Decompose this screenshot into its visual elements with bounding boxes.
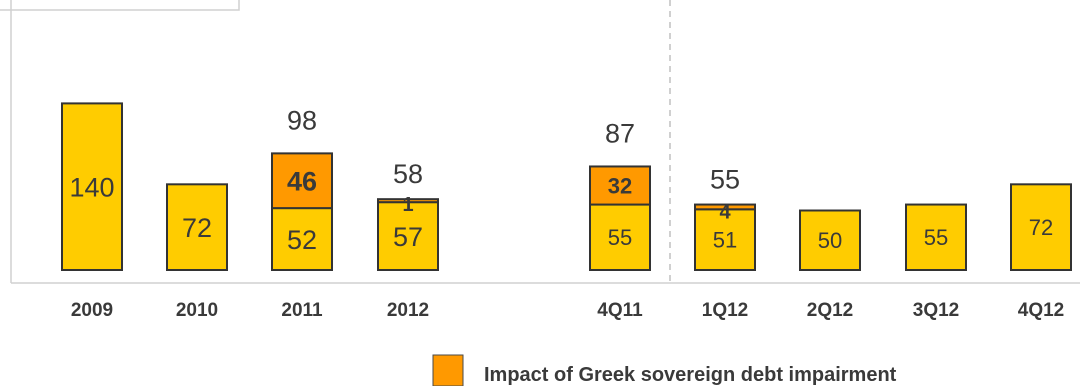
bar-total-2012: 58 (393, 159, 423, 189)
bar-greek-2012 (377, 198, 439, 204)
bar-base-2011 (271, 207, 333, 271)
bar-base-4q12 (1010, 183, 1072, 272)
x-tick-label-1q12: 1Q12 (702, 300, 748, 321)
x-tick-label-4q12: 4Q12 (1018, 300, 1064, 321)
bar-greek-4q11 (589, 165, 651, 206)
legend-label-greek: Impact of Greek sovereign debt impairmen… (484, 364, 897, 386)
x-tick-label-2012: 2012 (387, 300, 429, 321)
bar-label-base-1q12: 51 (713, 228, 737, 253)
bar-total-4q11: 87 (605, 118, 635, 148)
bar-base-2010 (166, 183, 228, 272)
x-tick-label-4q11: 4Q11 (597, 300, 643, 321)
bar-base-3q12 (905, 203, 967, 271)
bar-greek-1q12 (694, 203, 756, 211)
bar-label-greek-1q12: 4 (719, 201, 731, 223)
bar-label-greek-4q11: 32 (608, 173, 632, 198)
top-left-box (0, 0, 240, 11)
bar-label-base-2009: 140 (69, 172, 114, 202)
bar-label-greek-2011: 46 (287, 166, 317, 196)
x-tick-label-2q12: 2Q12 (807, 300, 853, 321)
bar-label-base-2011: 52 (287, 225, 317, 255)
bar-base-1q12 (694, 208, 756, 271)
x-tick-label-2010: 2010 (176, 300, 218, 321)
bar-greek-2011 (271, 152, 333, 210)
bar-base-2012 (377, 201, 439, 271)
bars-layer (61, 102, 1072, 272)
bar-base-2009 (61, 102, 123, 272)
bar-label-base-2012: 57 (393, 222, 423, 252)
bar-label-base-3q12: 55 (924, 225, 948, 250)
bar-label-base-4q12: 72 (1029, 215, 1053, 240)
bar-base-4q11 (589, 203, 651, 271)
legend-swatch-greek (432, 354, 464, 386)
bar-label-base-2q12: 50 (818, 228, 842, 253)
labels-layer: 140 2009 72 2010 52 46 98 2011 57 1 58 2012 55 32 87 4Q… (69, 105, 1064, 321)
x-tick-label-2009: 2009 (71, 300, 113, 321)
bar-label-base-4q11: 55 (608, 225, 632, 250)
bar-total-2011: 98 (287, 105, 317, 135)
bar-label-greek-2012: 1 (402, 194, 413, 216)
legend: Impact of Greek sovereign debt impairmen… (432, 354, 897, 386)
x-tick-label-3q12: 3Q12 (913, 300, 959, 321)
x-tick-label-2011: 2011 (281, 300, 323, 321)
bar-label-base-2010: 72 (182, 213, 212, 243)
bar-total-1q12: 55 (710, 165, 740, 195)
bar-base-2q12 (799, 209, 861, 271)
